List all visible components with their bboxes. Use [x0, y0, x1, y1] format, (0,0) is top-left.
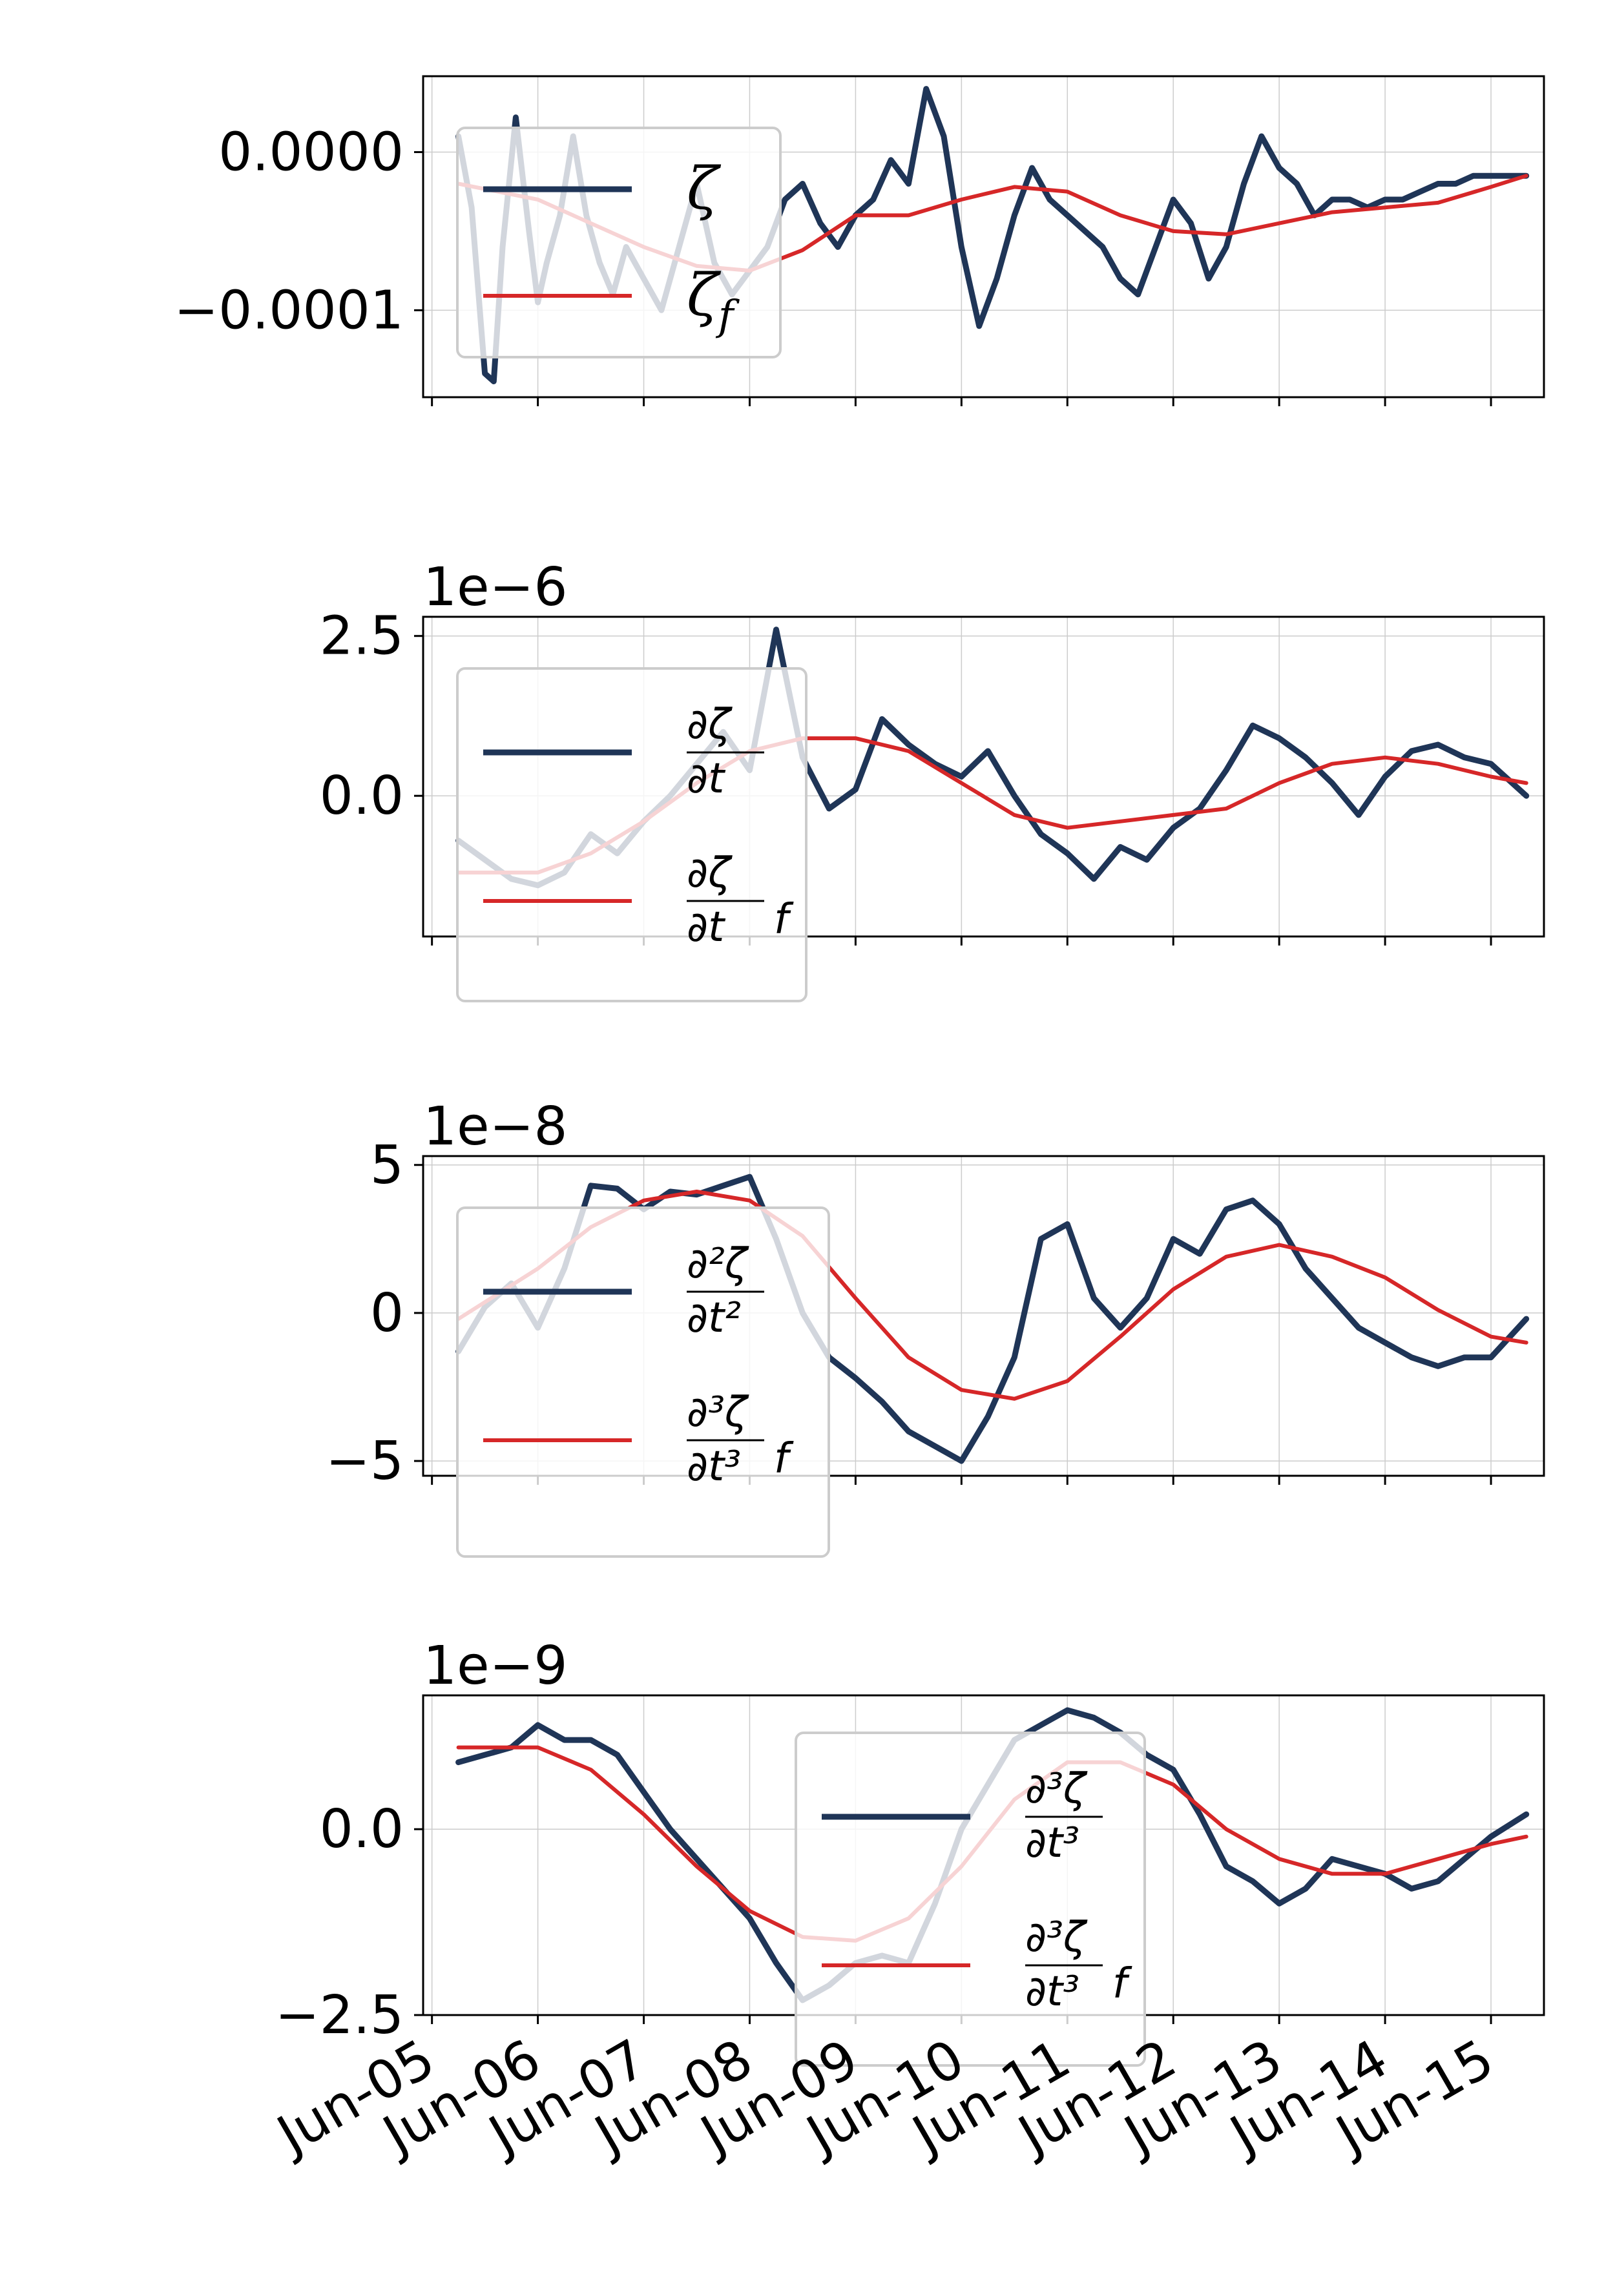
legend: ζζf: [456, 127, 782, 358]
legend-label-numerator: ∂²ζ: [687, 1240, 749, 1288]
legend-label-numerator: ∂³ζ: [687, 1389, 749, 1436]
legend-label-numerator: ∂ζ: [687, 849, 733, 897]
axes-frame: [422, 1155, 1545, 1477]
axes-frame: [422, 75, 1545, 398]
offset-label: 1e−9: [423, 1635, 568, 1697]
legend-label: ζ: [687, 155, 722, 223]
y-tick-label: 2.5: [320, 606, 404, 667]
legend-label-numerator: ∂³ζ: [1025, 1914, 1088, 1961]
legend-frame: [456, 667, 808, 1002]
series-line-raw: [455, 1174, 1530, 1464]
y-tick-label: 0.0: [320, 1799, 404, 1860]
y-tick-label: −5: [326, 1431, 404, 1492]
axes-frame: [422, 615, 1545, 938]
y-tick-label: −0.0001: [174, 280, 404, 341]
legend-frame: [456, 1206, 830, 1558]
subplot-3: 50−51e−8∂²ζ∂t²∂³ζ∂t³ f: [326, 1096, 1545, 1558]
legend-label-denominator: ∂t²: [687, 1294, 741, 1342]
legend: ∂³ζ∂t³∂³ζ∂t³ f: [795, 1732, 1146, 2067]
legend-label-numerator: ∂³ζ: [1025, 1765, 1088, 1813]
legend-label-denominator: ∂t³: [687, 1443, 741, 1491]
legend: ∂ζ∂t∂ζ∂t f: [456, 667, 808, 1002]
offset-label: 1e−8: [423, 1096, 568, 1157]
legend-frame: [456, 127, 782, 358]
legend-label-denominator: ∂t: [687, 755, 726, 803]
y-tick-label: 0.0000: [218, 122, 404, 183]
series-line-filtered: [456, 1190, 1528, 1401]
legend-label-denominator: ∂t³: [1025, 1819, 1079, 1867]
legend-frame: [795, 1732, 1146, 2067]
y-tick-label: −2.5: [275, 1985, 404, 2046]
subplot-4: 0.0−2.51e−9∂³ζ∂t³∂³ζ∂t³ f: [275, 1635, 1545, 2067]
legend-label-numerator: ∂ζ: [687, 701, 733, 749]
y-tick-label: 0.0: [320, 765, 404, 827]
legend-label-denominator: ∂t³: [1025, 1968, 1079, 2016]
offset-label: 1e−6: [423, 557, 568, 618]
subplot-1: 0.0000 −0.0001 ζζf: [174, 75, 1545, 406]
y-tick-label: 0: [370, 1283, 404, 1344]
legend-label-denominator: ∂t: [687, 904, 726, 951]
legend: ∂²ζ∂t²∂³ζ∂t³ f: [456, 1206, 830, 1558]
y-tick-label: 5: [370, 1135, 404, 1196]
subplot-2: 2.50.01e−6∂ζ∂t∂ζ∂t f: [320, 557, 1545, 1002]
